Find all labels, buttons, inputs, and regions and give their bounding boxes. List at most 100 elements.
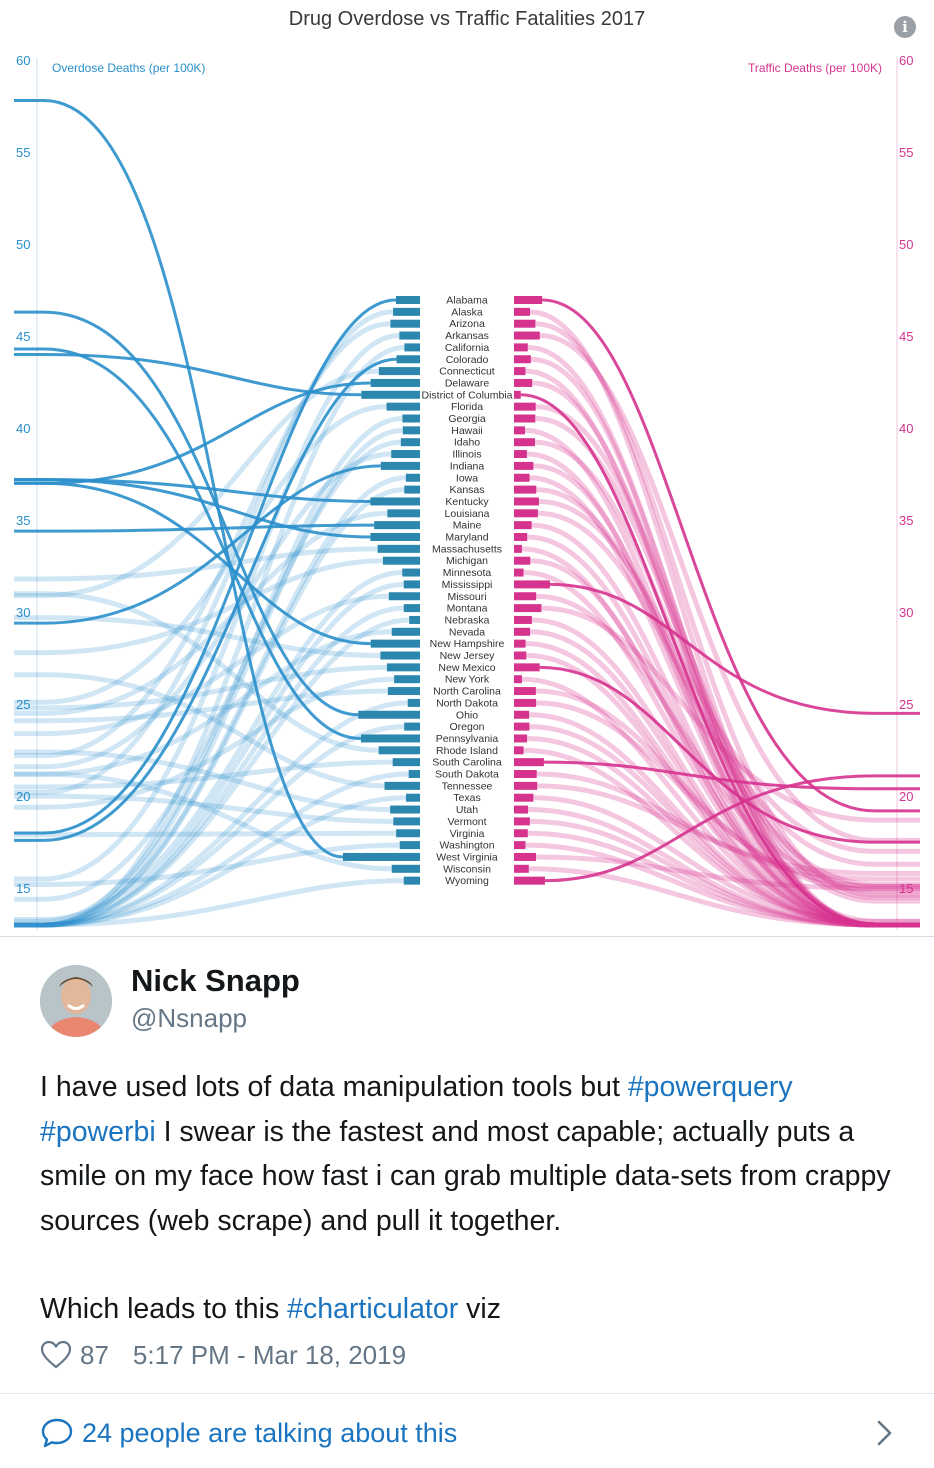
traffic-bar xyxy=(514,307,530,316)
traffic-ribbon xyxy=(543,760,920,791)
right-tick-label: 40 xyxy=(899,421,913,436)
overdose-bar xyxy=(396,296,420,304)
traffic-bar xyxy=(514,864,529,873)
traffic-ribbon xyxy=(521,676,920,928)
state-label: Washington xyxy=(439,840,494,852)
traffic-ribbon xyxy=(538,498,920,854)
state-label: New Jersey xyxy=(440,650,496,662)
state-label: District of Columbia xyxy=(421,389,512,401)
left-tick-label: 40 xyxy=(16,421,30,436)
overdose-ribbon xyxy=(14,347,361,740)
hashtag-charticulator[interactable]: #charticulator xyxy=(287,1293,459,1325)
overdose-bar xyxy=(392,758,420,767)
traffic-bar xyxy=(514,817,530,826)
left-tick-label: 30 xyxy=(16,605,30,620)
traffic-ribbon xyxy=(536,487,920,888)
traffic-bar xyxy=(514,722,530,731)
overdose-bar xyxy=(391,864,420,873)
overdose-bar xyxy=(394,675,420,684)
traffic-bar xyxy=(514,615,532,624)
traffic-ribbon xyxy=(530,558,920,928)
left-tick-label: 60 xyxy=(16,53,30,68)
overdose-bar xyxy=(391,450,420,459)
traffic-ribbon xyxy=(528,807,920,928)
overdose-ribbon xyxy=(14,581,404,928)
author-handle[interactable]: @Nsnapp xyxy=(131,1003,248,1033)
overdose-ribbon xyxy=(14,591,379,753)
overdose-bar xyxy=(404,722,420,731)
overdose-bar xyxy=(400,438,420,447)
timestamp[interactable]: 5:17 PM - Mar 18, 2019 xyxy=(132,1339,407,1370)
conversation-link[interactable]: 24 people are talking about this xyxy=(40,1413,894,1453)
traffic-ribbon xyxy=(542,298,920,813)
info-icon[interactable]: i xyxy=(894,16,916,38)
heart-icon[interactable] xyxy=(40,1340,72,1370)
traffic-ribbon xyxy=(526,451,920,928)
traffic-bar xyxy=(514,758,544,767)
traffic-bar xyxy=(514,687,536,696)
overdose-bar xyxy=(404,343,420,352)
traffic-ribbon xyxy=(535,688,920,893)
overdose-bar xyxy=(370,378,420,387)
chevron-right-icon[interactable] xyxy=(876,1419,894,1447)
overdose-bar xyxy=(384,781,420,790)
traffic-bar xyxy=(514,426,525,435)
overdose-bar xyxy=(378,746,420,755)
overdose-bar xyxy=(403,580,420,589)
state-label: Hawaii xyxy=(451,425,483,437)
traffic-bar xyxy=(514,876,545,885)
overdose-ribbon xyxy=(14,793,394,824)
hashtag-powerbi[interactable]: #powerbi xyxy=(40,1115,156,1148)
overdose-bar xyxy=(380,651,420,660)
traffic-ribbon xyxy=(524,427,920,928)
state-label: Kansas xyxy=(449,484,484,496)
state-label: Kentucky xyxy=(445,496,489,508)
overdose-ribbon xyxy=(14,546,378,582)
traffic-ribbon xyxy=(533,795,920,924)
hashtag-powerquery[interactable]: #powerquery xyxy=(627,1071,793,1103)
overdose-bar xyxy=(387,509,420,518)
overdose-ribbon xyxy=(14,749,391,813)
traffic-ribbon xyxy=(523,570,920,928)
overdose-bar xyxy=(378,367,420,376)
overdose-ribbon xyxy=(14,878,404,928)
overdose-bar xyxy=(391,627,420,636)
traffic-bar xyxy=(514,781,538,790)
left-tick-label: 15 xyxy=(16,881,30,896)
traffic-ribbon xyxy=(529,724,920,928)
overdose-bar xyxy=(370,639,420,648)
left-tick-label: 35 xyxy=(16,513,30,528)
traffic-bar xyxy=(514,544,522,553)
traffic-ribbon xyxy=(531,617,920,928)
overdose-bar xyxy=(377,544,420,553)
overdose-bar xyxy=(403,604,420,613)
state-label: Colorado xyxy=(446,354,489,366)
tweet-text-part: viz xyxy=(458,1293,501,1325)
overdose-bar xyxy=(399,841,420,850)
traffic-ribbon xyxy=(539,333,920,843)
avatar[interactable] xyxy=(40,965,112,1037)
overdose-bar xyxy=(387,687,420,696)
chart-title: Drug Overdose vs Traffic Fatalities 2017 xyxy=(288,8,646,30)
traffic-ribbon xyxy=(525,842,920,928)
overdose-ribbon xyxy=(14,481,371,646)
traffic-ribbon xyxy=(529,712,920,928)
left-axis-label: Overdose Deaths (per 100K) xyxy=(52,61,206,75)
overdose-ribbon xyxy=(14,615,381,658)
conversation-label: 24 people are talking about this xyxy=(82,1417,458,1448)
traffic-bar xyxy=(514,639,526,648)
tweet-card: Nick Snapp @Nsnapp I have used lots of d… xyxy=(0,937,934,1468)
traffic-ribbon xyxy=(549,582,920,715)
speech-bubble-icon xyxy=(41,1418,73,1448)
traffic-bar xyxy=(514,852,536,861)
overdose-ribbon xyxy=(14,759,393,790)
traffic-bar xyxy=(514,485,537,494)
overdose-ribbon xyxy=(14,605,404,928)
state-label: Pennsylvania xyxy=(436,733,499,745)
state-label: South Carolina xyxy=(432,757,502,769)
state-label: Louisiana xyxy=(445,508,490,520)
overdose-bar xyxy=(393,817,420,826)
author-name[interactable]: Nick Snapp xyxy=(131,963,300,998)
overdose-bar xyxy=(407,698,420,707)
state-label: North Carolina xyxy=(433,686,501,698)
